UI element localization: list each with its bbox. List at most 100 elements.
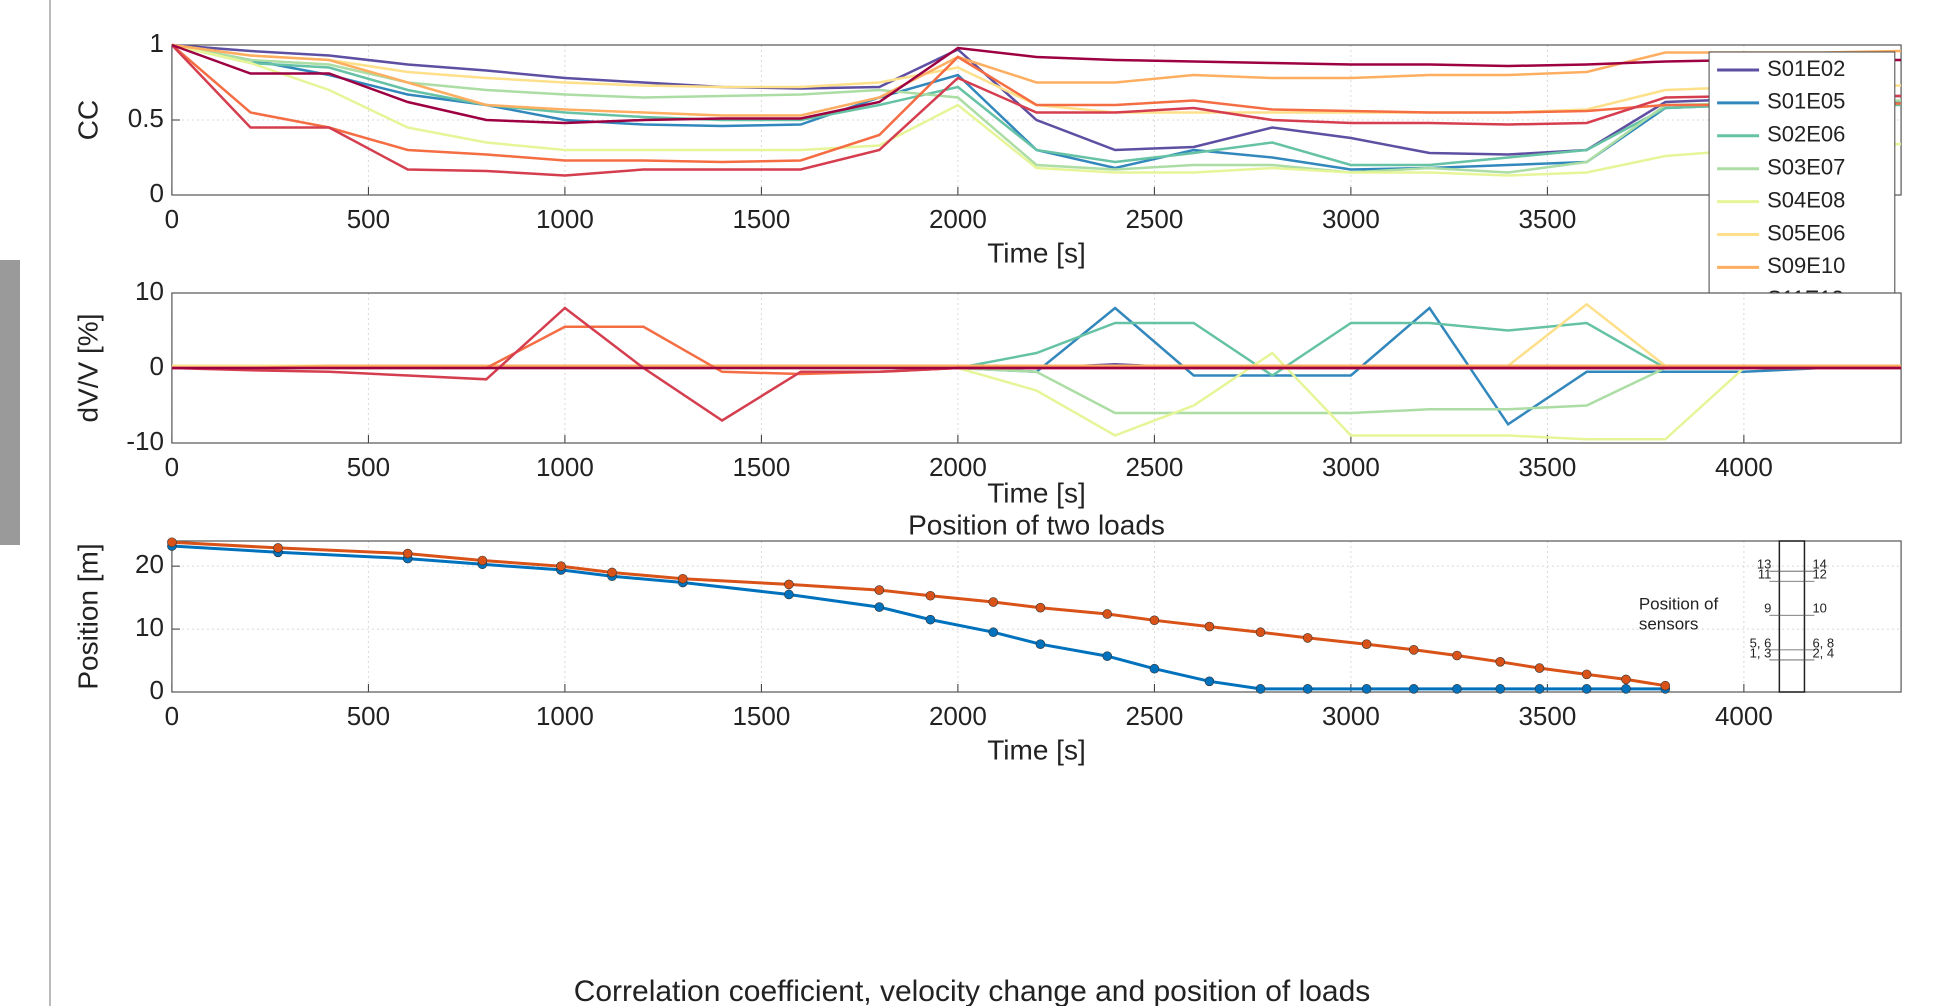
marker bbox=[1035, 639, 1046, 649]
x-tick-label: 4000 bbox=[1715, 452, 1773, 482]
marker bbox=[167, 537, 177, 548]
marker bbox=[556, 561, 566, 571]
marker bbox=[1581, 669, 1592, 680]
y-tick-label: -10 bbox=[126, 426, 164, 456]
x-tick-label: 3500 bbox=[1518, 701, 1576, 731]
x-tick-label: 0 bbox=[165, 204, 179, 234]
x-tick-label: 2000 bbox=[929, 204, 987, 234]
legend-label: S01E05 bbox=[1767, 89, 1845, 114]
marker bbox=[1102, 609, 1113, 619]
x-tick-label: 0 bbox=[165, 452, 179, 482]
x-tick-label: 4000 bbox=[1715, 701, 1773, 731]
x-tick-label: 2000 bbox=[929, 701, 987, 731]
x-tick-label: 1500 bbox=[732, 701, 790, 731]
y-axis-label: CC bbox=[73, 100, 104, 140]
sensor-label: 10 bbox=[1812, 601, 1826, 616]
x-tick-label: 3000 bbox=[1322, 204, 1380, 234]
marker bbox=[1452, 684, 1462, 694]
x-tick-label: 3500 bbox=[1518, 452, 1576, 482]
marker bbox=[1660, 680, 1671, 691]
marker bbox=[1149, 615, 1160, 626]
y-tick-label: 10 bbox=[135, 612, 164, 642]
x-tick-label: 1000 bbox=[536, 204, 594, 234]
y-tick-label: 0 bbox=[149, 178, 163, 208]
sensor-label: 13 bbox=[1757, 557, 1771, 572]
sensor-label: 9 bbox=[1764, 601, 1771, 616]
marker bbox=[273, 543, 283, 553]
marker bbox=[1204, 621, 1215, 632]
x-tick-label: 3500 bbox=[1518, 204, 1576, 234]
marker bbox=[1302, 633, 1313, 643]
x-tick-label: 2500 bbox=[1125, 452, 1183, 482]
y-axis-label: dV/V [%] bbox=[73, 314, 104, 423]
marker bbox=[1581, 684, 1592, 694]
series-line bbox=[171, 43, 1902, 177]
sensor-label: 12 bbox=[1812, 567, 1826, 582]
marker bbox=[1204, 676, 1215, 687]
x-tick-label: 500 bbox=[347, 452, 390, 482]
y-tick-label: 1 bbox=[149, 28, 163, 58]
x-tick-label: 3000 bbox=[1322, 701, 1380, 731]
series-line bbox=[171, 43, 1902, 167]
legend-label: S05E06 bbox=[1767, 220, 1845, 245]
series-line bbox=[171, 43, 1902, 156]
y-tick-label: 0 bbox=[149, 675, 163, 705]
marker bbox=[607, 567, 617, 578]
x-tick-label: 2500 bbox=[1125, 204, 1183, 234]
legend-label: S03E07 bbox=[1767, 155, 1845, 180]
series-line bbox=[171, 364, 1902, 370]
axes-frame bbox=[171, 44, 1902, 196]
y-tick-label: 10 bbox=[135, 276, 164, 306]
marker bbox=[1408, 684, 1419, 694]
image-fragment bbox=[0, 260, 20, 545]
y-tick-label: 0 bbox=[149, 351, 163, 381]
marker bbox=[1361, 639, 1372, 649]
marker bbox=[874, 602, 885, 612]
marker bbox=[1621, 684, 1631, 694]
marker bbox=[1621, 674, 1631, 685]
series-line bbox=[171, 43, 1902, 174]
marker bbox=[1102, 651, 1113, 661]
sensor-label: 5, 6 bbox=[1750, 635, 1772, 650]
marker bbox=[1534, 684, 1545, 694]
x-tick-label: 3000 bbox=[1322, 452, 1380, 482]
marker bbox=[477, 555, 488, 566]
legend-label: S01E02 bbox=[1767, 56, 1845, 81]
marker bbox=[1255, 684, 1266, 694]
sensor-label: 2, 4 bbox=[1812, 645, 1834, 660]
legend-label: S04E08 bbox=[1767, 187, 1845, 212]
x-tick-label: 2500 bbox=[1125, 701, 1183, 731]
series-line bbox=[171, 43, 1902, 125]
marker bbox=[874, 585, 885, 595]
marker bbox=[988, 627, 999, 638]
series-line bbox=[171, 44, 1902, 164]
marker bbox=[1255, 627, 1266, 638]
marker bbox=[1408, 645, 1419, 655]
sensor-label: 6, 8 bbox=[1812, 635, 1834, 650]
marker bbox=[678, 573, 688, 584]
x-tick-label: 0 bbox=[165, 701, 179, 731]
marker bbox=[1361, 684, 1372, 694]
marker bbox=[925, 614, 936, 625]
sensor-note: sensors bbox=[1639, 614, 1699, 633]
sensor-note: Position of bbox=[1639, 594, 1719, 613]
marker bbox=[988, 597, 999, 607]
marker bbox=[402, 548, 413, 559]
sensor-label: 11 bbox=[1758, 567, 1772, 582]
chart-title: Position of two loads bbox=[908, 509, 1165, 540]
sensor-label: 14 bbox=[1812, 557, 1826, 572]
x-tick-label: 2000 bbox=[929, 452, 987, 482]
x-tick-label: 1000 bbox=[536, 452, 594, 482]
marker bbox=[784, 589, 794, 600]
marker bbox=[784, 579, 794, 590]
x-axis-label: Time [s] bbox=[987, 734, 1086, 765]
x-tick-label: 1000 bbox=[536, 701, 594, 731]
legend-label: S09E10 bbox=[1767, 253, 1845, 278]
marker bbox=[1534, 663, 1545, 673]
marker bbox=[1495, 684, 1506, 694]
marker bbox=[1302, 684, 1313, 694]
legend-label: S02E06 bbox=[1767, 122, 1845, 147]
sensor-box bbox=[1778, 540, 1806, 693]
